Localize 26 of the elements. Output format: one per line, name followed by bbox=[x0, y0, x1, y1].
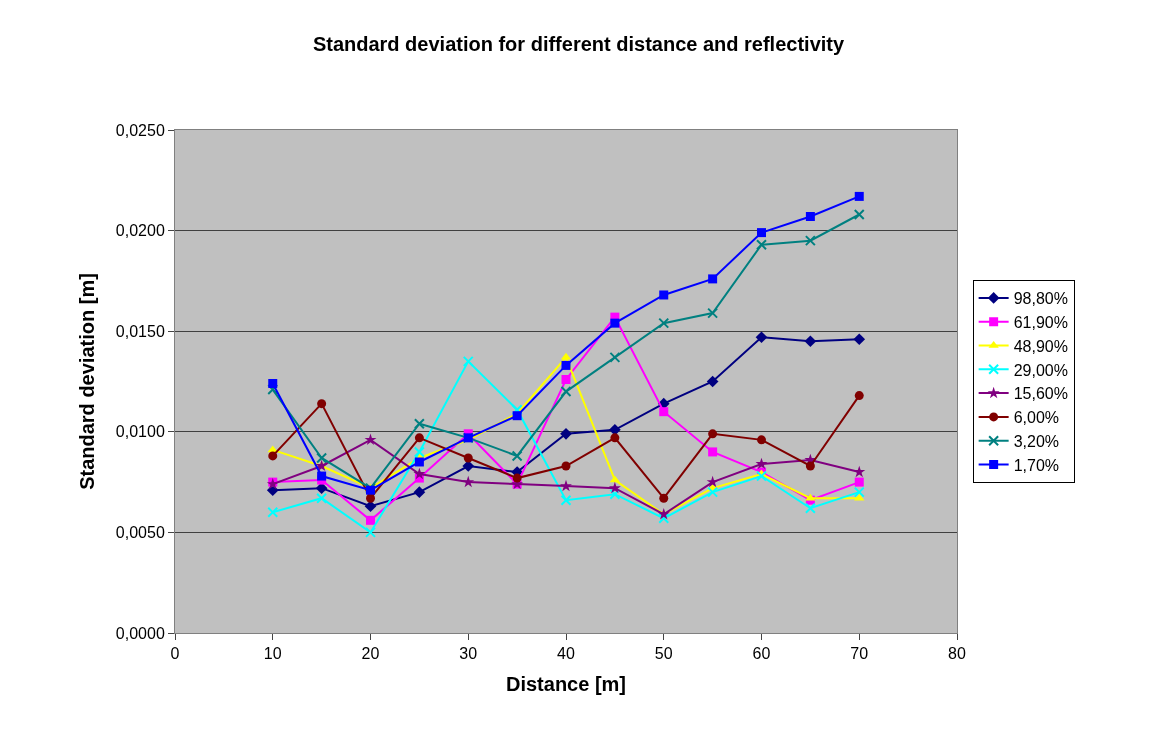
y-tick-label: 0,0100 bbox=[115, 423, 165, 441]
y-tick-label: 0,0000 bbox=[115, 624, 165, 642]
x-tick-label: 30 bbox=[459, 645, 478, 663]
legend-label: 48,90% bbox=[1013, 337, 1068, 355]
x-tick-label: 10 bbox=[263, 645, 282, 663]
legend-label: 15,60% bbox=[1013, 385, 1068, 403]
y-axis-title: Standard deviation [m] bbox=[76, 273, 99, 490]
chart-title: Standard deviation for different distance and reflectivity bbox=[312, 33, 845, 56]
legend-label: 1,70% bbox=[1013, 456, 1060, 474]
y-tick-label: 0,0150 bbox=[115, 322, 165, 340]
x-tick-label: 70 bbox=[850, 645, 869, 663]
y-tick-label: 0,0200 bbox=[115, 222, 165, 240]
y-tick-label: 0,0250 bbox=[115, 121, 165, 139]
x-axis-title: Distance [m] bbox=[505, 672, 627, 695]
x-tick-label: 60 bbox=[752, 645, 771, 663]
x-tick-label: 0 bbox=[170, 645, 180, 663]
legend-label: 29,00% bbox=[1013, 361, 1068, 379]
legend-label: 3,20% bbox=[1013, 432, 1060, 450]
x-tick-label: 50 bbox=[654, 645, 673, 663]
legend-label: 98,80% bbox=[1013, 290, 1068, 308]
y-tick-label: 0,0050 bbox=[115, 524, 165, 541]
legend-label: 61,90% bbox=[1013, 313, 1068, 331]
x-tick-label: 40 bbox=[557, 645, 575, 663]
x-tick-label: 80 bbox=[948, 645, 966, 663]
x-tick-label: 20 bbox=[361, 645, 380, 663]
legend-label: 6,00% bbox=[1013, 409, 1060, 427]
